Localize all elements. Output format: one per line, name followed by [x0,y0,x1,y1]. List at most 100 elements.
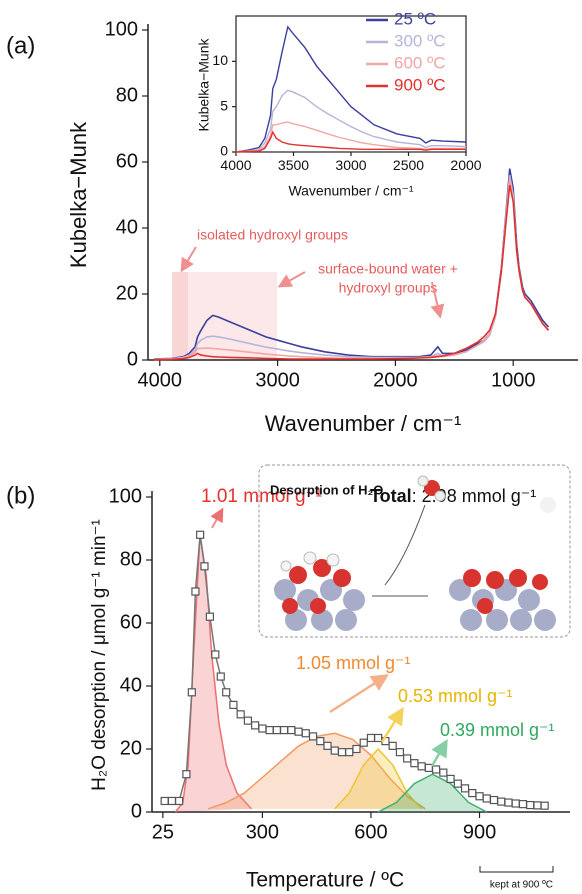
legend-label: 600 ºC [394,53,446,72]
series-line [235,130,466,153]
data-point [345,748,354,757]
isolated-oh-region [172,272,188,360]
data-point [205,612,215,621]
data-point [251,721,260,730]
y-tick-label: 80 [116,84,138,106]
data-point [167,796,177,806]
y-tick-label: 0 [220,143,228,159]
data-point [258,724,267,733]
x-tick-label: 300 [246,821,279,843]
data-point [308,732,318,741]
arrow [430,738,448,767]
inset-x-axis-label: Wavenumber / cm⁻¹ [288,183,413,199]
data-point [222,688,231,697]
total-value: : 2.98 mmol g⁻¹ [412,486,537,506]
data-point [287,725,296,735]
x-tick-label: 25 [152,821,174,843]
data-point [265,725,274,735]
data-point [388,741,397,750]
y-tick-label: 80 [120,548,142,570]
x-tick-label: 4000 [220,157,251,173]
data-point [526,800,535,810]
y-tick-label: 60 [116,150,138,172]
legend-label: 25 ºC [394,9,436,28]
component-label: 0.39 mmol g⁻¹ [440,720,555,740]
y-tick-label: 100 [105,18,138,40]
y-tick-label: 0 [131,800,142,822]
y-tick-label: 20 [120,737,142,759]
y-tick-label: 20 [116,282,138,304]
arrow [430,281,445,319]
x-tick-label: 900 [463,821,496,843]
data-point [182,770,191,779]
data-point [191,587,200,596]
total-annotation: Total: 2.98 mmol g⁻¹ [370,486,536,506]
arrow [210,507,224,529]
water-region [188,272,277,360]
data-point [294,727,303,736]
data-point [301,729,310,738]
data-point [518,800,528,809]
data-point [366,733,376,743]
component-label: 1.05 mmol g⁻¹ [296,653,411,673]
legend-label: 300 ºC [394,31,446,50]
x-tick-label: 2000 [373,369,418,391]
component-area [334,747,423,810]
data-point [359,738,368,747]
data-point [417,762,426,771]
x-tick-label: 3000 [335,157,366,173]
note: kept at 900 ºC [490,880,553,891]
component-label: 0.53 mmol g⁻¹ [398,686,513,706]
data-point [236,710,245,719]
series-line [235,25,467,153]
arrow [180,246,197,273]
data-point [468,788,477,798]
arrow [380,707,404,743]
data-point [323,741,332,750]
arrow [329,674,389,714]
y-tick-label: 10 [212,52,228,68]
data-point [475,792,484,801]
series-line [153,184,550,361]
inset-y-axis-label: Kubelka−Munk [196,38,212,132]
data-point [497,797,506,806]
annotation: hydroxyl groups [339,280,438,296]
y-axis-label: H₂O desorption / μmol g⁻¹ min⁻¹ [89,519,110,791]
y-tick-label: 0 [127,348,138,370]
data-point [439,768,448,777]
x-tick-label: 4000 [138,369,183,391]
x-tick-label: 3500 [278,157,309,173]
x-axis-label: Wavenumber / cm⁻¹ [265,411,462,436]
data-point [540,801,549,810]
data-point [279,725,289,735]
panel-a: 0 20 40 60 80 100 4000 3000 2000 1000 0 5 10 4000 3500… [105,9,578,391]
y-tick-label: 5 [220,97,228,113]
x-tick-label: 2500 [393,157,424,173]
data-point [187,688,196,697]
data-point [316,737,325,746]
data-point [453,779,462,788]
total-label: Total [370,486,412,506]
data-point [431,765,441,774]
x-axis-label: Temperature / ºC [246,869,404,892]
arrow [277,271,306,288]
y-tick-label: 40 [120,674,142,696]
data-point [243,716,253,725]
annotation: surface-bound water + [318,261,458,277]
scheme-arrow [384,504,426,586]
bracket [479,866,554,873]
panel-label: (a) [6,32,35,59]
data-point [403,754,412,763]
data-point [160,796,169,806]
y-axis-label: Kubelka−Munk [66,121,91,268]
data-point [337,748,347,757]
data-point [489,795,499,805]
scheme-title: Desorption of H₂O [270,482,383,497]
data-point [374,733,383,743]
data-point [272,725,281,735]
x-tick-label: 600 [354,821,387,843]
series-line [235,89,467,153]
component-label: 1.01 mmol g⁻¹ [201,486,322,507]
